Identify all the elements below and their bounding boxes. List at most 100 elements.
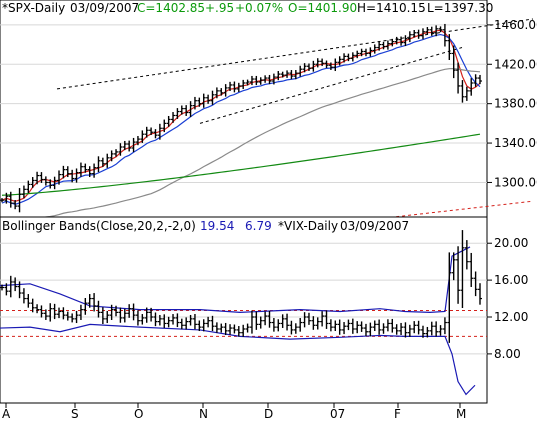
spx-bar [78, 162, 83, 177]
spx-bar [315, 58, 320, 68]
spx-bar [438, 26, 443, 33]
spx-bar [447, 34, 452, 60]
vix-bar [442, 317, 447, 335]
spx-bar [469, 78, 474, 96]
spx-bar [114, 149, 119, 157]
spx-gridlines [0, 24, 487, 183]
spx-bar [412, 30, 417, 38]
vix-bar [342, 322, 347, 335]
vix-bar [179, 318, 184, 330]
vix-bar [293, 323, 298, 334]
vix-y-tick-label: 16.00 [494, 273, 528, 287]
spx-bar [399, 36, 404, 46]
spx-bar [328, 62, 333, 70]
vix-bar [175, 313, 180, 328]
x-tick-label: S [71, 407, 79, 421]
vix-price-bars [0, 230, 482, 343]
vix-bar [4, 283, 9, 296]
spx-bar [140, 130, 145, 143]
vix-bar [114, 305, 119, 317]
vix-bar [385, 319, 390, 332]
vix-bar [228, 324, 233, 335]
spx-bar [4, 192, 9, 204]
spx-bar [197, 97, 202, 107]
vix-bar [456, 246, 461, 304]
vix-bar [328, 319, 333, 332]
vix-bar [399, 322, 404, 336]
spx-bar [311, 60, 316, 72]
spx-bar [416, 29, 421, 39]
vix-bar [0, 284, 4, 291]
spx-bar [350, 52, 355, 62]
vix-bar [188, 314, 193, 326]
spx-bar [390, 38, 395, 47]
vix-bar [276, 319, 281, 332]
spx-bar [442, 23, 447, 47]
vix-bar [315, 317, 320, 330]
spx-bar [83, 163, 88, 173]
spx-bar [258, 77, 263, 85]
spx-panel: 1460.00 1420.00 1380.00 1340.00 1300.00 *SPX… [0, 0, 537, 233]
spx-bar [403, 35, 408, 47]
vix-bar [464, 240, 469, 270]
spx-bar [57, 170, 62, 185]
spx-bar [92, 163, 97, 178]
spx-low: L=1397.30 [427, 1, 493, 15]
channel-upper-line [56, 18, 534, 90]
vix-bar [241, 324, 246, 337]
vix-bar [368, 322, 373, 337]
spx-bar [302, 63, 307, 73]
spx-bar [254, 75, 259, 86]
spx-bar [74, 168, 79, 183]
spx-bar [210, 90, 215, 105]
vix-y-tick-label: 20.00 [494, 236, 528, 250]
x-tick-label: D [264, 407, 273, 421]
spx-close: C=1402.85 [137, 1, 205, 15]
spx-bar [70, 169, 75, 183]
vix-y-tick-label: 8.00 [494, 347, 521, 361]
vix-bar [171, 314, 176, 325]
vix-y-axis: 20.00 16.00 12.00 8.00 [487, 236, 528, 361]
spx-bar [280, 71, 285, 78]
spx-bar [39, 172, 44, 183]
vix-bar [65, 311, 70, 321]
x-tick-label: M [456, 407, 466, 421]
spx-bar [87, 166, 92, 178]
vix-bar [30, 298, 35, 313]
vix-bar [263, 311, 268, 326]
vix-bar [478, 283, 482, 305]
vix-bar [223, 322, 228, 336]
spx-bar [0, 198, 4, 203]
spx-bar [333, 58, 338, 72]
vix-bar [219, 323, 224, 333]
spx-bar [236, 82, 241, 92]
spx-bar [219, 88, 224, 96]
vix-bar [61, 307, 66, 320]
vix-bollinger-bands [0, 246, 476, 396]
spx-bar [263, 75, 268, 83]
ma-line-20-day [1, 33, 481, 206]
vix-bar [8, 275, 13, 298]
vix-bar [17, 281, 22, 299]
vix-panel-frame [0, 216, 488, 404]
spx-bar [434, 25, 439, 37]
spx-open: O=1401.90 [288, 1, 357, 15]
vix-bar [425, 326, 430, 338]
spx-y-tick-label: 1460.00 [494, 18, 537, 32]
spx-bar [249, 75, 254, 86]
vix-bar [39, 305, 44, 318]
spx-bar [157, 123, 162, 140]
vix-date: 03/09/2007 [340, 219, 409, 233]
vix-bar [271, 318, 276, 332]
spx-bar [420, 28, 425, 40]
spx-bar [61, 165, 66, 179]
vix-bar [377, 319, 382, 335]
vix-bar [153, 312, 158, 327]
spx-bar [429, 26, 434, 36]
vix-bar [70, 313, 75, 323]
vix-bar [429, 321, 434, 336]
vix-bar [469, 252, 474, 287]
vix-bar [363, 323, 368, 336]
vix-bar [473, 271, 478, 297]
spx-bar [460, 80, 465, 103]
